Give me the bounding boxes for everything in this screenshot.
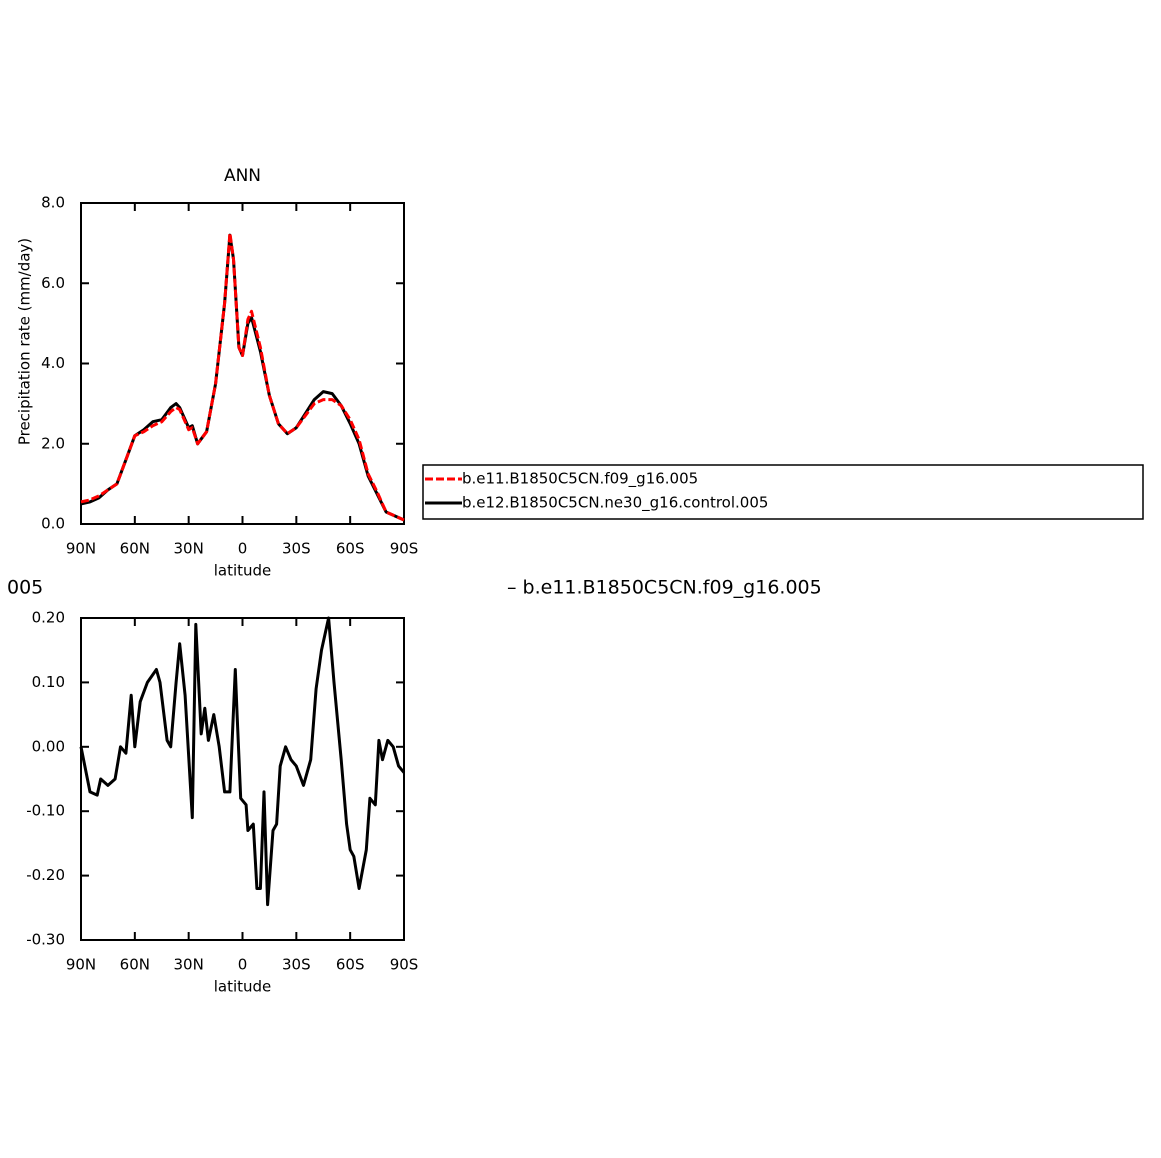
x-tick-label: 90N [66,956,96,974]
y-tick-label: -0.10 [26,802,65,820]
x-tick-label: 30N [174,540,204,558]
x-tick-label: 0 [238,540,248,558]
x-tick-label: 30S [282,956,311,974]
legend-label: b.e12.B1850C5CN.ne30_g16.control.005 [462,494,768,513]
x-tick-label: 90N [66,540,96,558]
y-tick-label: -0.20 [26,866,65,884]
chart-title-fragment: 005 [7,577,43,599]
y-tick-label: -0.30 [26,931,65,949]
y-tick-label: 8.0 [41,194,65,212]
y-axis-label: Precipitation rate (mm/day) [16,238,34,445]
plot-frame [80,617,405,941]
y-tick-label: 0.20 [32,609,65,627]
x-tick-label: 60S [336,540,365,558]
y-tick-label: 6.0 [41,274,65,292]
x-tick-label: 60N [120,540,150,558]
chart-title-fragment: – b.e11.B1850C5CN.f09_g16.005 [507,577,822,599]
plot-frame [80,202,405,525]
y-tick-label: 4.0 [41,354,65,372]
legend: b.e11.B1850C5CN.f09_g16.005 b.e12.B1850C5… [422,464,1144,520]
chart-panel: 90N 60N 30N 0 30S 60S 90S -0.30 -0.20 -0.10 0.00 0.… [7,577,822,996]
data-line [80,231,405,522]
x-tick-label: 60S [336,956,365,974]
x-tick-label: 90S [390,956,419,974]
y-tick-label: 0.00 [32,737,65,755]
x-tick-label: 90S [390,540,419,558]
x-tick-label: 30N [174,956,204,974]
legend-label: b.e11.B1850C5CN.f09_g16.005 [462,470,698,489]
y-tick-label: 0.0 [41,515,65,533]
legend-box [422,464,1144,520]
x-tick-label: 0 [238,956,248,974]
y-tick-label: 0.10 [32,673,65,691]
y-tick-label: 2.0 [41,434,65,452]
x-axis-label: latitude [214,562,272,580]
chart-title: ANN [224,166,261,186]
chart-panel: 90N 60N 30N 0 30S 60S 90S 0.0 2.0 4.0 6.0 8.0 latitu… [16,166,1144,580]
x-tick-label: 60N [120,956,150,974]
x-axis-label: latitude [214,978,272,996]
data-line [80,233,405,522]
x-tick-label: 30S [282,540,311,558]
data-line [79,616,406,907]
